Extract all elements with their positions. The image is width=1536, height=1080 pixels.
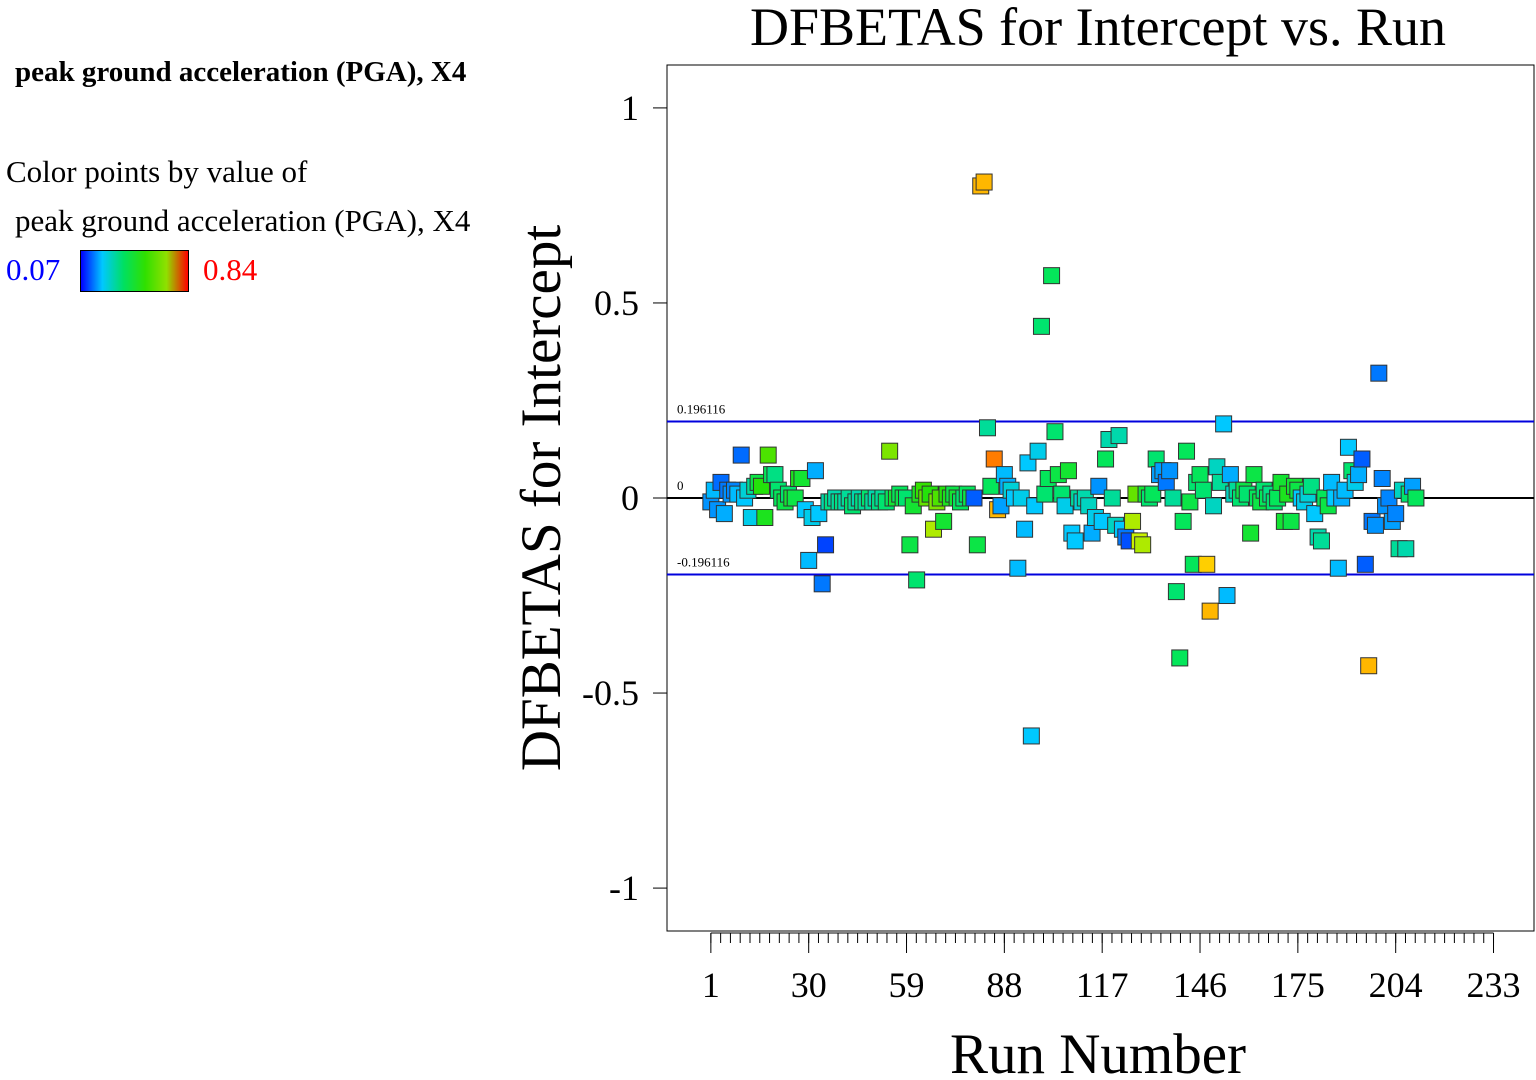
legend-description: Color points by value of	[6, 154, 308, 189]
data-point	[1245, 466, 1263, 484]
data-point	[1339, 438, 1357, 456]
data-point	[759, 446, 777, 464]
data-point	[1161, 462, 1179, 480]
data-point	[1397, 540, 1415, 558]
data-point	[732, 446, 750, 464]
x-tick-label: 233	[1467, 965, 1521, 1005]
reference-line-label: 0	[677, 478, 684, 493]
data-point	[1167, 583, 1185, 601]
data-point	[978, 419, 996, 437]
y-tick-label: -0.5	[582, 673, 639, 713]
data-point	[881, 442, 899, 460]
data-point	[1144, 485, 1162, 503]
colorbar-min-label: 0.07	[6, 252, 61, 287]
x-tick-label: 204	[1369, 965, 1423, 1005]
data-point	[985, 450, 1003, 468]
data-point	[1174, 512, 1192, 530]
data-point	[756, 509, 774, 527]
data-point	[1059, 462, 1077, 480]
data-point	[975, 173, 993, 191]
data-point	[1360, 657, 1378, 675]
chart-title: DFBETAS for Intercept vs. Run	[750, 0, 1446, 57]
data-point	[1124, 512, 1142, 530]
colorbar	[80, 250, 189, 292]
x-axis-label: Run Number	[950, 1023, 1246, 1080]
y-tick-label: 0	[621, 478, 639, 518]
data-point	[1302, 477, 1320, 495]
data-point	[1356, 555, 1374, 573]
x-tick-label: 175	[1271, 965, 1325, 1005]
x-tick-label: 1	[702, 965, 720, 1005]
data-point	[1110, 427, 1128, 445]
y-tick-label: -1	[609, 868, 639, 908]
data-point	[1242, 524, 1260, 542]
data-point	[1029, 442, 1047, 460]
data-point	[1171, 649, 1189, 667]
data-point	[1046, 423, 1064, 441]
data-point	[1205, 497, 1223, 515]
x-tick-label: 88	[986, 965, 1022, 1005]
colorbar-max-label: 0.84	[203, 252, 258, 287]
data-point	[1194, 481, 1212, 499]
data-point	[1387, 505, 1405, 523]
data-point	[1036, 485, 1054, 503]
data-point	[935, 512, 953, 530]
data-point	[965, 489, 983, 507]
data-point	[800, 551, 818, 569]
data-point	[1178, 442, 1196, 460]
y-axis: 1 0.5 0 -0.5 -1	[582, 88, 667, 908]
data-point	[1191, 466, 1209, 484]
x-tick-label: 117	[1076, 965, 1129, 1005]
data-point	[982, 477, 1000, 495]
data-point	[1016, 520, 1034, 538]
data-point	[806, 462, 824, 480]
data-point	[901, 536, 919, 554]
data-point	[1043, 267, 1061, 285]
x-tick-label: 30	[791, 965, 827, 1005]
data-point	[1373, 469, 1391, 487]
data-point	[1198, 555, 1216, 573]
data-point	[1134, 536, 1152, 554]
data-point	[908, 571, 926, 589]
data-point	[1103, 489, 1121, 507]
y-tick-label: 0.5	[594, 283, 639, 323]
data-point	[1218, 587, 1236, 605]
data-point	[1350, 466, 1368, 484]
legend-variable-name: peak ground acceleration (PGA), X4	[15, 203, 471, 238]
x-axis: 1 30 59 88 117 146 175 204 233	[702, 932, 1521, 1005]
data-point	[1366, 516, 1384, 534]
data-point	[1312, 532, 1330, 550]
data-point	[1181, 493, 1199, 511]
data-point	[1066, 532, 1084, 550]
data-point	[715, 505, 733, 523]
data-point	[1353, 450, 1371, 468]
data-point	[1022, 727, 1040, 745]
legend-title: peak ground acceleration (PGA), X4	[15, 56, 467, 88]
data-point	[1009, 559, 1027, 577]
y-axis-label: DFBETAS for Intercept	[510, 225, 573, 771]
data-points	[702, 173, 1425, 745]
reference-line-label: 0.196116	[677, 401, 726, 416]
data-point	[1164, 489, 1182, 507]
data-point	[1329, 559, 1347, 577]
data-point	[1201, 602, 1219, 620]
data-point	[817, 536, 835, 554]
x-tick-label: 59	[889, 965, 925, 1005]
reference-line-label: -0.196116	[677, 555, 730, 570]
data-point	[1282, 512, 1300, 530]
data-point	[1090, 477, 1108, 495]
data-point	[1097, 450, 1115, 468]
data-point	[813, 575, 831, 593]
data-point	[766, 466, 784, 484]
data-point	[1032, 317, 1050, 335]
data-point	[968, 536, 986, 554]
y-tick-label: 1	[621, 88, 639, 128]
data-point	[1407, 489, 1425, 507]
data-point	[1221, 466, 1239, 484]
data-point	[1215, 415, 1233, 433]
x-tick-label: 146	[1173, 965, 1227, 1005]
data-point	[1370, 364, 1388, 382]
